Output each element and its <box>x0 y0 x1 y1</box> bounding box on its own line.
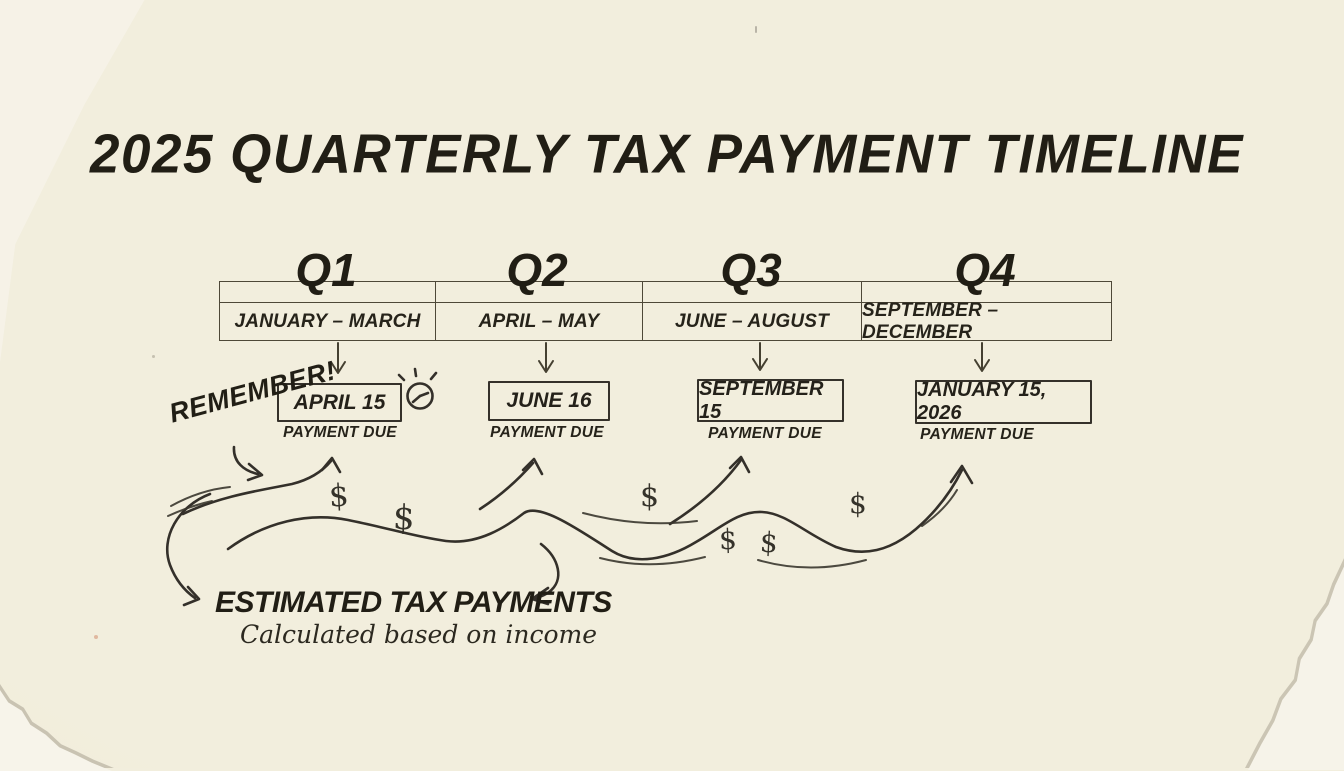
dollar-icon: $ <box>640 479 660 514</box>
quarter-label-q4: Q4 <box>954 244 1016 296</box>
due-date-box-q4: JANUARY 15, 2026 <box>915 379 1092 424</box>
due-date-box-q3: SEPTEMBER 15 <box>697 378 844 423</box>
dollar-icon: $ <box>718 522 738 557</box>
table-to-box-arrow-q3 <box>752 342 768 371</box>
dollar-icon: $ <box>759 525 779 560</box>
up-arrow-q3 <box>668 455 751 526</box>
dollar-icon: $ <box>849 487 867 520</box>
accent-stroke <box>921 489 958 527</box>
up-arrow-q1 <box>181 456 342 516</box>
quarter-months-q3: JUNE – AUGUST <box>642 302 861 340</box>
quarter-table-band-q2 <box>435 282 642 302</box>
due-caption-q3: PAYMENT DUE <box>708 425 822 442</box>
estimated-payments-subtitle: Calculated based on income <box>240 620 598 649</box>
torn-face <box>0 687 112 771</box>
paper-speck <box>755 26 757 33</box>
table-to-box-arrow-q4 <box>974 342 990 372</box>
accent-stroke <box>167 500 213 517</box>
quarter-table-band-q4 <box>861 282 1111 302</box>
up-arrow-q2 <box>478 457 544 511</box>
table-to-box-arrow-q2 <box>538 342 554 373</box>
quarter-label-q2: Q2 <box>506 244 568 296</box>
paper-torn-corner-bottom-right <box>1212 556 1344 770</box>
quarter-label-q1: Q1 <box>295 244 357 296</box>
torn-face <box>1248 560 1344 770</box>
due-date-box-q1: APRIL 15 <box>277 383 402 422</box>
due-date-box-q2: JUNE 16 <box>488 381 610 421</box>
torn-edge <box>0 684 114 768</box>
dollar-icon: $ <box>392 497 416 539</box>
due-caption-q4: PAYMENT DUE <box>920 426 1034 443</box>
remember-arrow <box>232 445 264 482</box>
dollar-icon: $ <box>328 477 350 515</box>
quarter-months-q1: JANUARY – MARCH <box>220 302 435 340</box>
clock-icon <box>397 367 438 410</box>
torn-edge <box>1245 558 1344 768</box>
paper-torn-corner-bottom-left <box>0 628 170 771</box>
paper-speck <box>94 635 98 639</box>
page-title: 2025 QUARTERLY TAX PAYMENT TIMELINE <box>90 123 1244 186</box>
quarter-table-band-q3 <box>642 282 861 302</box>
quarter-months-q4: SEPTEMBER – DECEMBER <box>861 300 1111 343</box>
left-hook-arrow <box>165 492 212 607</box>
due-caption-q1: PAYMENT DUE <box>283 424 397 441</box>
accent-stroke <box>170 486 231 507</box>
accent-stroke <box>582 512 698 525</box>
quarter-label-q3: Q3 <box>720 244 782 296</box>
estimated-payments-title: ESTIMATED TAX PAYMENTS <box>215 586 612 619</box>
paper-speck <box>152 355 155 358</box>
accent-stroke <box>599 556 706 566</box>
quarter-months-q2: APRIL – MAY <box>435 302 642 340</box>
accent-stroke <box>757 559 867 569</box>
due-caption-q2: PAYMENT DUE <box>490 424 604 441</box>
quarter-table: JANUARY – MARCH APRIL – MAY JUNE – AUGUS… <box>219 281 1112 343</box>
